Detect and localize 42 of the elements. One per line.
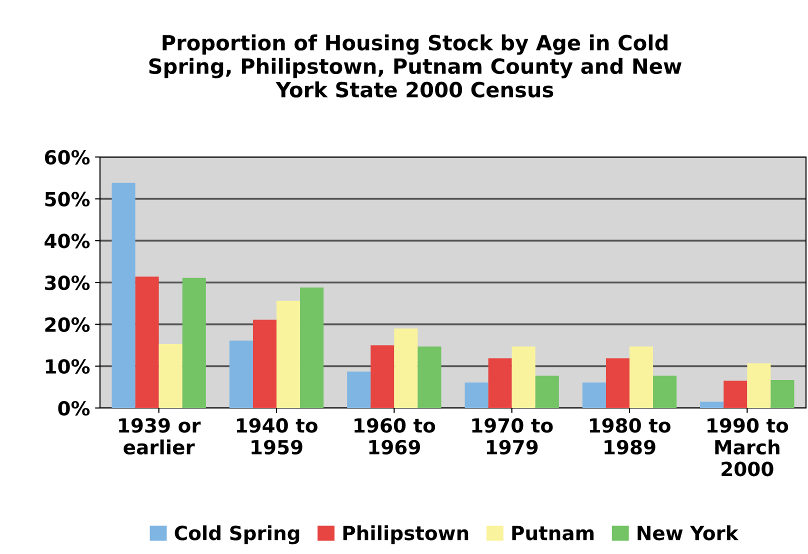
y-tick-label: 20% xyxy=(45,317,90,332)
chart-title: Proportion of Housing Stock by Age in Cold Spring, Philipstown, Putnam County and New York State 2000 Census xyxy=(149,34,682,98)
bar xyxy=(394,328,418,408)
x-tick-label: 1939 or earlier xyxy=(119,418,201,455)
x-tick-label: 1960 to 1969 xyxy=(354,418,436,455)
bar xyxy=(606,358,630,408)
bar xyxy=(512,346,536,408)
y-tick-label: 40% xyxy=(44,234,90,248)
legend-label: Cold Spring xyxy=(174,525,300,544)
bar xyxy=(347,372,371,408)
x-tick-label: 1980 to 1989 xyxy=(590,418,670,455)
x-tick-label: 1970 to 1979 xyxy=(472,418,553,455)
bar xyxy=(112,182,136,408)
bar xyxy=(488,358,512,408)
bar xyxy=(229,340,253,408)
bar xyxy=(158,344,182,408)
bar xyxy=(653,376,677,408)
bar xyxy=(252,320,276,408)
bar xyxy=(747,363,771,408)
bar xyxy=(300,288,324,408)
y-tick-label: 30% xyxy=(45,275,90,290)
bar xyxy=(700,402,724,408)
bar xyxy=(276,300,300,408)
x-tick-label: 1940 to 1959 xyxy=(236,418,318,455)
bar xyxy=(770,380,794,408)
bar xyxy=(135,276,159,408)
y-tick-label: 60% xyxy=(44,150,90,165)
legend-label: New York xyxy=(638,525,739,540)
bar xyxy=(535,376,559,408)
legend-label: Philipstown xyxy=(343,525,468,544)
bar xyxy=(464,382,488,408)
bar xyxy=(724,380,748,408)
y-tick-label: 0% xyxy=(58,400,90,416)
bar xyxy=(582,382,606,408)
legend-label: Putnam xyxy=(512,526,594,540)
bar xyxy=(630,346,654,408)
bar xyxy=(370,345,394,408)
y-tick-label: 10% xyxy=(46,359,90,374)
bar xyxy=(418,346,442,408)
x-tick-label: 1990 to March 2000 xyxy=(708,418,788,476)
bar xyxy=(182,278,206,408)
y-tick-label: 50% xyxy=(45,192,90,206)
